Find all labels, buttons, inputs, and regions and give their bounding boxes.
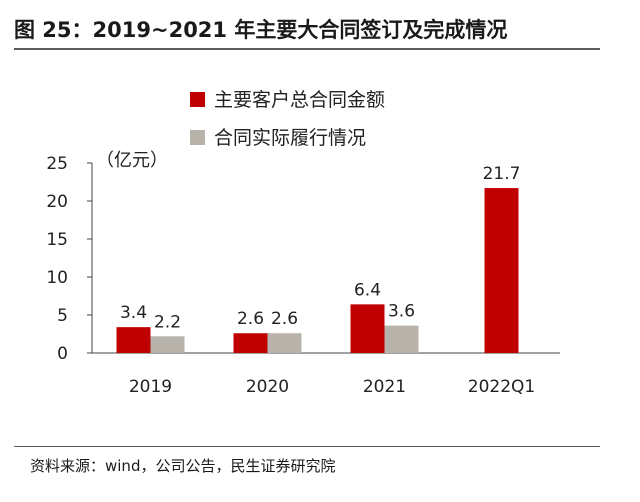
bar-2021-s1 [350,304,385,353]
value-label-2020-s2: 2.6 [271,309,298,329]
y-tick-label: 15 [46,230,68,250]
legend-label-2: 合同实际履行情况 [214,127,366,149]
legend-swatch-2 [190,130,205,145]
value-label-2019-s1: 3.4 [120,303,147,323]
bar-2020-s1 [233,333,268,353]
y-tick-label: 20 [46,192,68,212]
bar-2019-s1 [116,327,151,353]
y-tick-label: 25 [46,154,68,174]
value-label-2022Q1-s1: 21.7 [483,164,521,184]
y-tick-label: 10 [46,268,68,288]
unit-label: （亿元） [96,150,168,171]
value-label-2021-s2: 3.6 [388,302,415,322]
value-label-2019-s2: 2.2 [154,312,181,332]
value-label-2021-s1: 6.4 [354,280,381,300]
bar-2022Q1-s1 [484,188,519,353]
bar-2020-s2 [267,333,302,353]
y-tick-label: 0 [57,344,68,364]
legend-swatch-1 [190,92,205,107]
x-category-label: 2019 [129,377,172,397]
legend-label-1: 主要客户总合同金额 [214,89,385,111]
bar-2019-s2 [150,336,185,353]
source-divider [14,446,600,447]
title-divider [14,48,600,50]
bar-2021-s2 [384,325,419,353]
source-note: 资料来源：wind，公司公告，民生证券研究院 [30,457,336,475]
x-category-label: 2020 [246,377,289,397]
x-category-label: 2021 [363,377,406,397]
y-tick-label: 5 [57,306,68,326]
x-category-label: 2022Q1 [468,377,535,397]
value-label-2020-s1: 2.6 [237,309,264,329]
chart-title: 图 25：2019~2021 年主要大合同签订及完成情况 [14,18,508,42]
